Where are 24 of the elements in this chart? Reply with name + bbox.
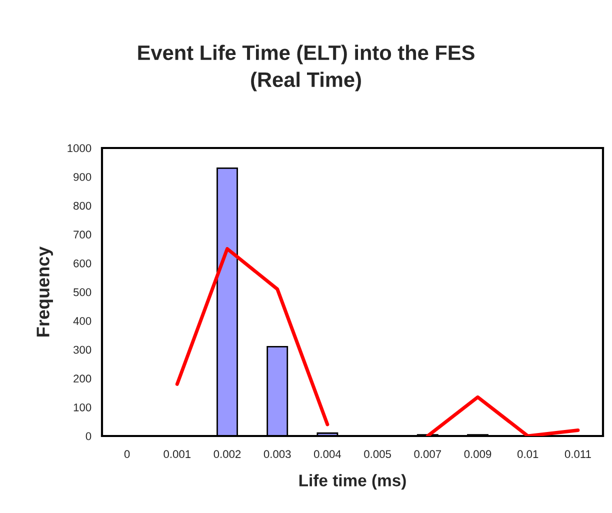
x-tick-label: 0.01	[517, 450, 538, 458]
y-tick-label: 500	[73, 288, 92, 296]
x-tick-label: 0.004	[314, 450, 342, 458]
x-axis-title: Life time (ms)	[299, 474, 406, 490]
y-tick-label: 400	[73, 317, 92, 325]
x-tick-label: 0.005	[364, 450, 391, 458]
y-tick-label: 800	[74, 202, 92, 210]
y-tick-label: 200	[74, 374, 92, 383]
x-tick-label: 0.011	[564, 450, 591, 458]
chart-title: Event Life Time (ELT) into the FES (Real Time)	[138, 44, 474, 92]
x-tick-label: 0	[124, 450, 130, 458]
x-tick-label: 0.009	[464, 450, 492, 458]
y-tick-label: 300	[73, 346, 92, 354]
y-tick-label: 1000	[68, 144, 92, 152]
y-axis-title: Frequency	[36, 246, 53, 336]
y-tick-label: 0	[86, 432, 92, 440]
y-tick-label: 100	[74, 403, 92, 412]
x-tick-label: 0.003	[264, 450, 291, 458]
x-tick-label: 0.002	[214, 450, 241, 458]
y-tick-label: 600	[74, 259, 92, 268]
y-tick-label: 700	[74, 230, 92, 239]
x-tick-label: 0.007	[414, 450, 441, 458]
y-tick-label: 900	[74, 173, 92, 181]
x-tick-label: 0.001	[164, 450, 191, 458]
